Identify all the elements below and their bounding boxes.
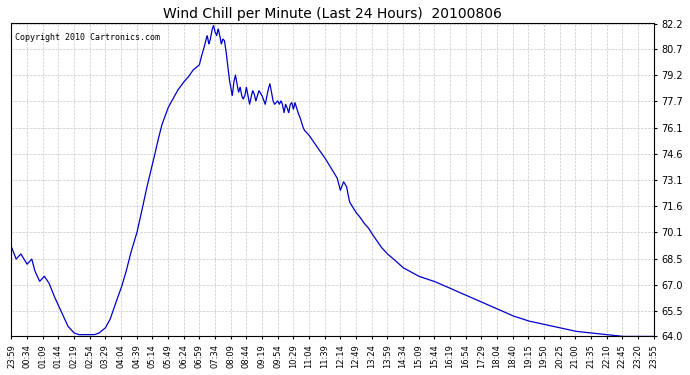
Title: Wind Chill per Minute (Last 24 Hours)  20100806: Wind Chill per Minute (Last 24 Hours) 20…: [163, 7, 502, 21]
Text: Copyright 2010 Cartronics.com: Copyright 2010 Cartronics.com: [14, 33, 159, 42]
